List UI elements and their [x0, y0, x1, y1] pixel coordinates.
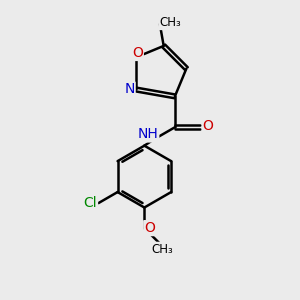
Text: O: O: [132, 46, 143, 60]
Text: CH₃: CH₃: [151, 243, 173, 256]
Text: NH: NH: [137, 128, 158, 142]
Text: CH₃: CH₃: [159, 16, 181, 29]
Text: Cl: Cl: [83, 196, 97, 210]
Text: O: O: [144, 221, 155, 235]
Text: O: O: [203, 119, 214, 133]
Text: N: N: [124, 82, 135, 97]
